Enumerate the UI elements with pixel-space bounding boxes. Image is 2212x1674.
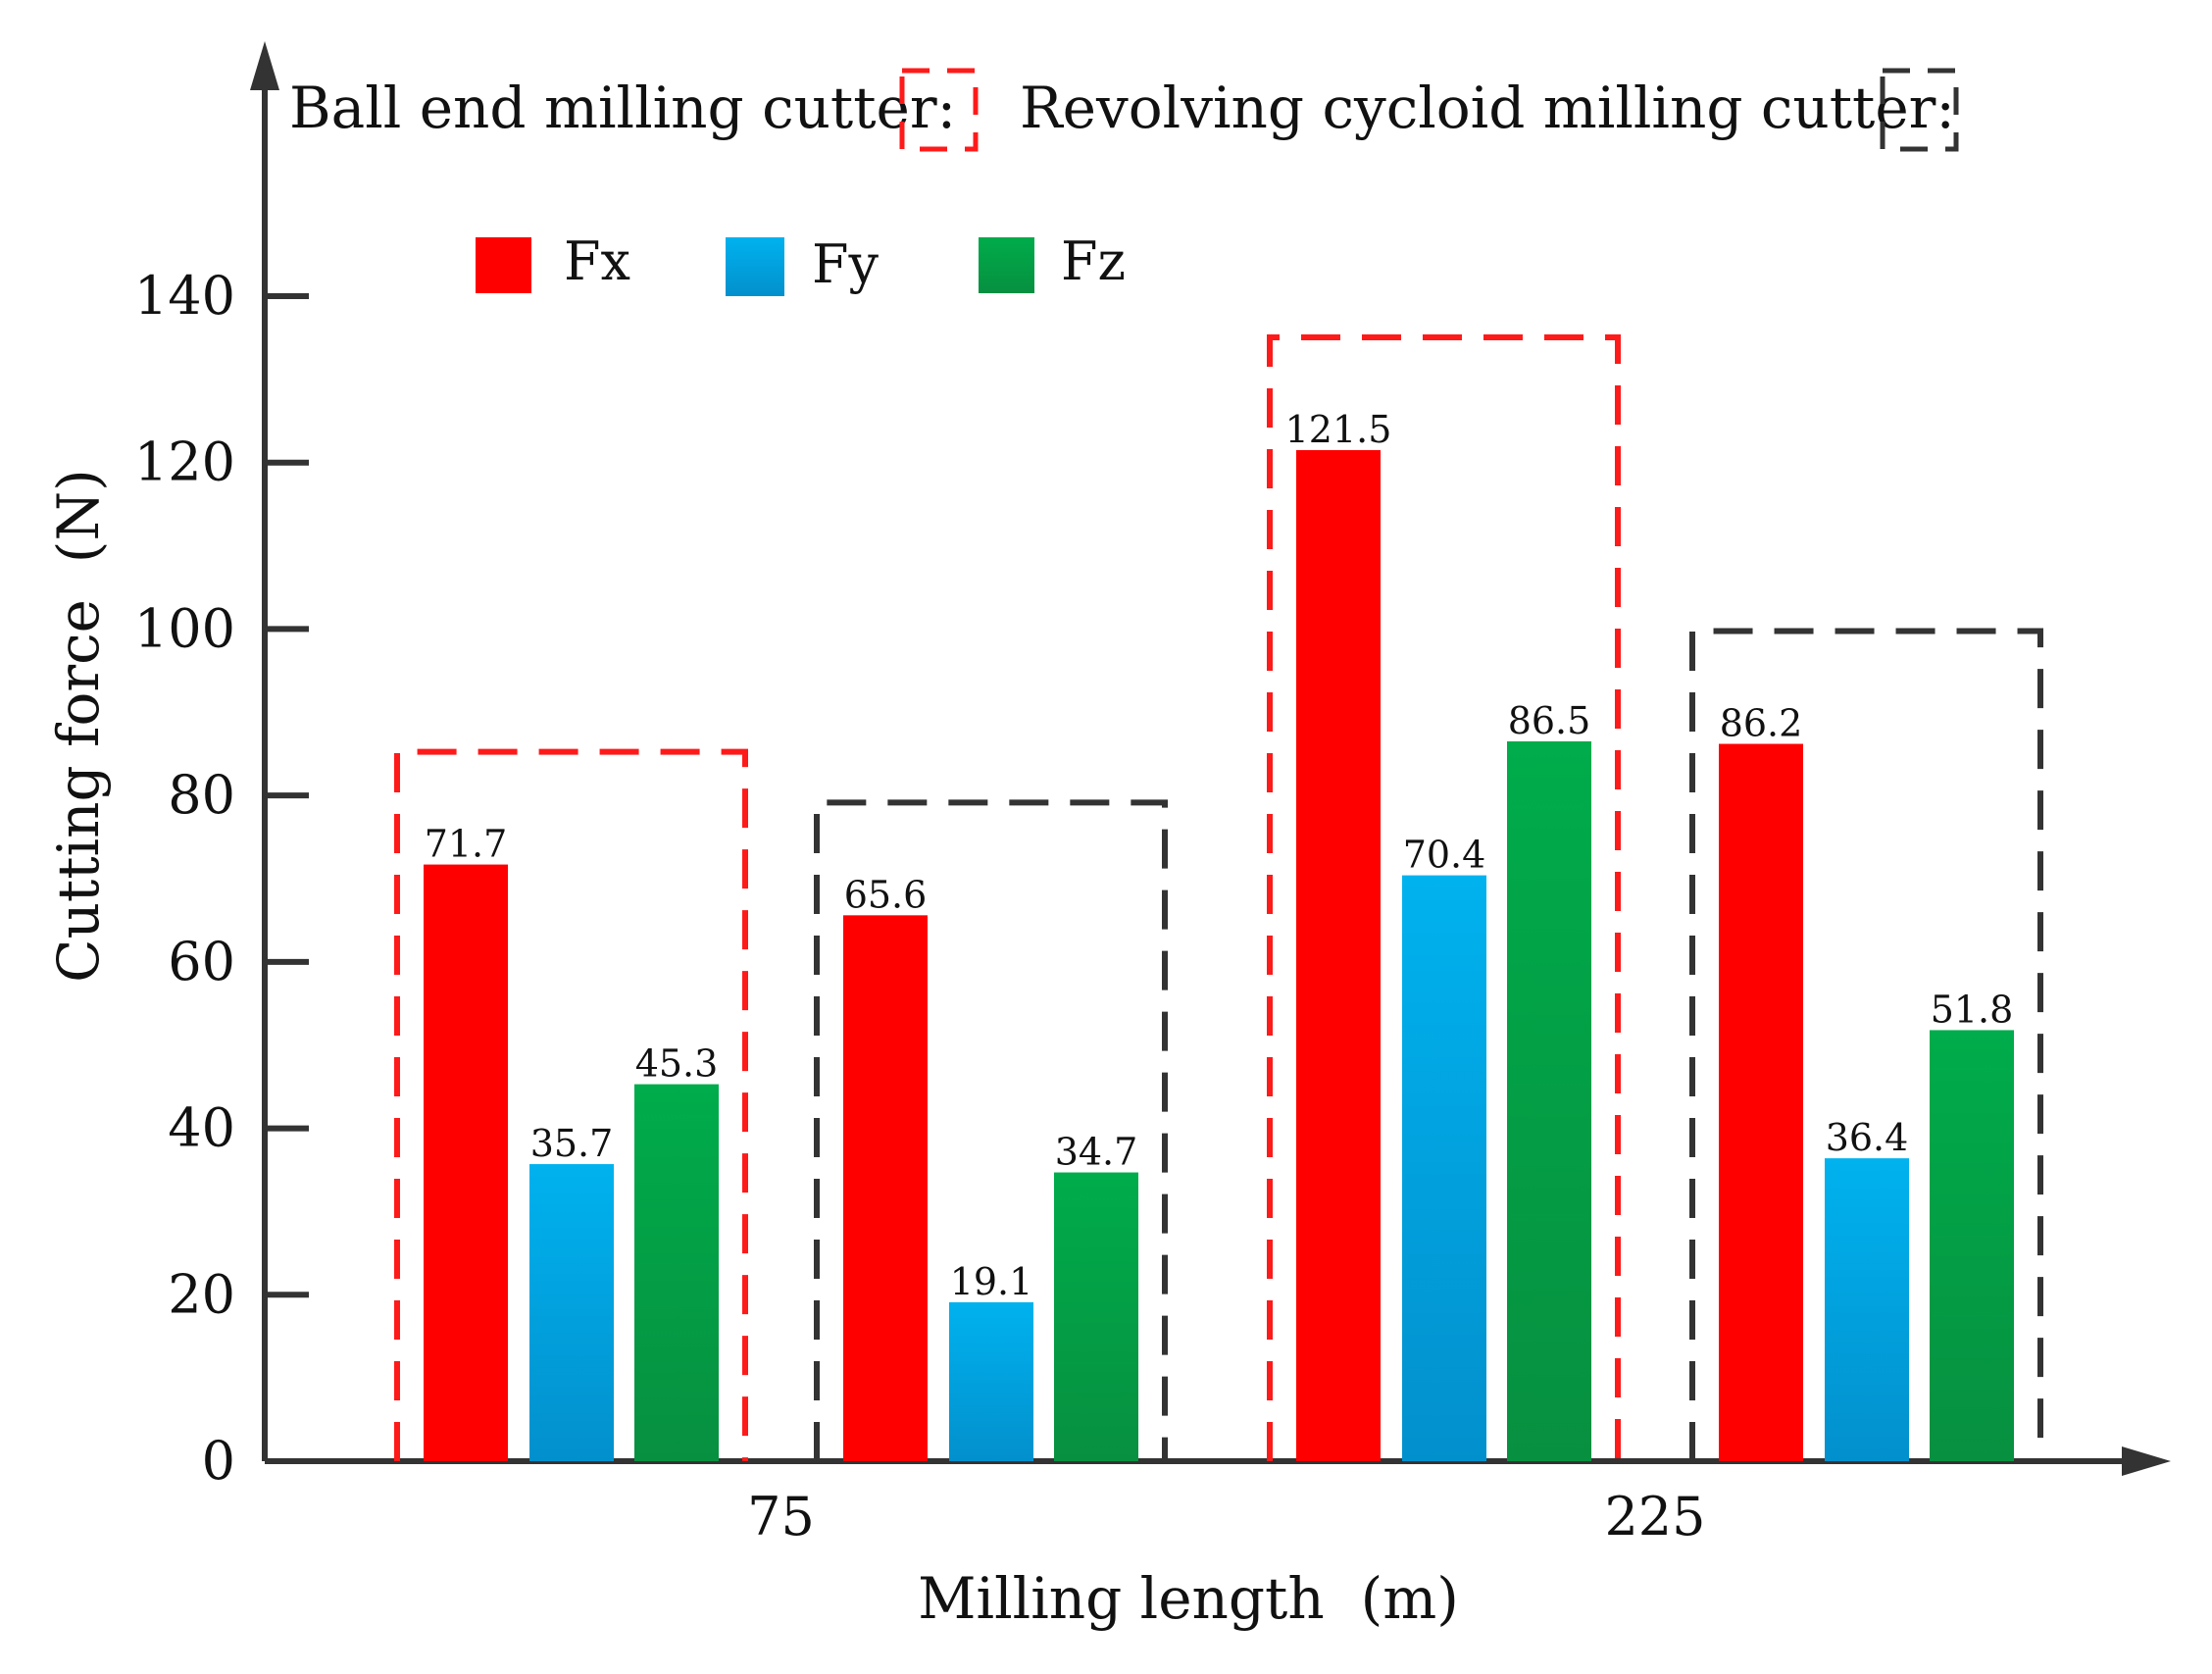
data-labels: 71.7 35.7 45.3 65.6 19.1 34.7 121.5 70.4 86.5 86.… (425, 408, 2014, 1303)
x-ticks: 75 225 (747, 1486, 1705, 1547)
ball-cutter-note-label: Ball end milling cutter: (289, 75, 956, 141)
data-label-75-cycloid-fz: 34.7 (1055, 1131, 1138, 1174)
y-tick-label: 100 (134, 597, 235, 659)
legend-swatch-fy (726, 237, 784, 296)
cycloid-cutter-note-label: Revolving cycloid milling cutter: (1020, 75, 1955, 141)
x-axis-title: Milling length (m) (918, 1565, 1459, 1632)
legend-label-fz: Fz (1061, 230, 1126, 292)
x-tick-label-75: 75 (747, 1486, 815, 1547)
legend-label-fx: Fx (564, 230, 630, 292)
data-label-75-ball-fy: 35.7 (530, 1122, 614, 1165)
data-label-225-ball-fz: 86.5 (1508, 699, 1591, 742)
y-tick-label: 120 (134, 431, 235, 493)
y-tick-label: 0 (202, 1430, 235, 1492)
data-label-75-ball-fz: 45.3 (635, 1042, 719, 1086)
cutter-box-225-cycloid (1689, 628, 2043, 1461)
bar-225-cycloid-fx (1719, 743, 1803, 1461)
legend: Fx Fy Fz (476, 230, 1126, 296)
legend-label-fy: Fy (812, 233, 879, 295)
y-tick-label: 40 (168, 1097, 235, 1159)
y-tick-label: 80 (168, 764, 235, 826)
bar-225-ball-fz (1507, 740, 1591, 1461)
bar-225-cycloid-fz (1930, 1030, 2014, 1461)
bar-75-ball-fy (529, 1164, 614, 1461)
bar-75-cycloid-fx (843, 915, 928, 1461)
y-tick-label: 20 (168, 1263, 235, 1325)
legend-swatch-fz (979, 237, 1034, 293)
y-ticks: 0 20 40 60 80 100 120 140 (134, 265, 309, 1492)
y-tick-label: 140 (134, 265, 235, 327)
y-tick-label: 60 (168, 931, 235, 992)
bar-75-cycloid-fy (949, 1301, 1033, 1461)
data-label-225-ball-fx: 121.5 (1285, 408, 1392, 451)
data-label-225-cycloid-fz: 51.8 (1931, 988, 2014, 1031)
x-tick-label-225: 225 (1604, 1486, 1705, 1547)
data-label-75-cycloid-fy: 19.1 (950, 1260, 1033, 1303)
cycloid-cutter-note-swatch (1880, 68, 1959, 152)
bar-225-ball-fy (1402, 875, 1486, 1461)
data-label-225-ball-fy: 70.4 (1403, 834, 1486, 877)
cutter-box-225-ball (1267, 333, 1621, 1461)
bars (424, 449, 2014, 1461)
data-label-75-ball-fx: 71.7 (425, 823, 508, 866)
bar-225-cycloid-fy (1825, 1158, 1909, 1461)
x-axis-arrow (2122, 1446, 2171, 1476)
data-label-225-cycloid-fx: 86.2 (1720, 702, 1803, 745)
data-label-75-cycloid-fx: 65.6 (844, 873, 928, 916)
bar-225-ball-fx (1296, 449, 1381, 1461)
cutter-box-75-cycloid (814, 799, 1168, 1461)
bar-75-ball-fz (634, 1084, 719, 1461)
ball-cutter-note-swatch (899, 68, 979, 152)
data-label-225-cycloid-fy: 36.4 (1826, 1116, 1909, 1159)
cutter-boxes (394, 333, 2043, 1461)
y-axis-arrow (250, 41, 279, 90)
cutter-box-75-ball (394, 748, 748, 1461)
legend-swatch-fx (476, 237, 531, 293)
y-axis-title: Cutting force (N) (45, 469, 112, 983)
bar-75-ball-fx (424, 864, 508, 1461)
cutter-note: Ball end milling cutter: Revolving cyclo… (289, 68, 1959, 152)
bar-75-cycloid-fz (1054, 1172, 1138, 1461)
